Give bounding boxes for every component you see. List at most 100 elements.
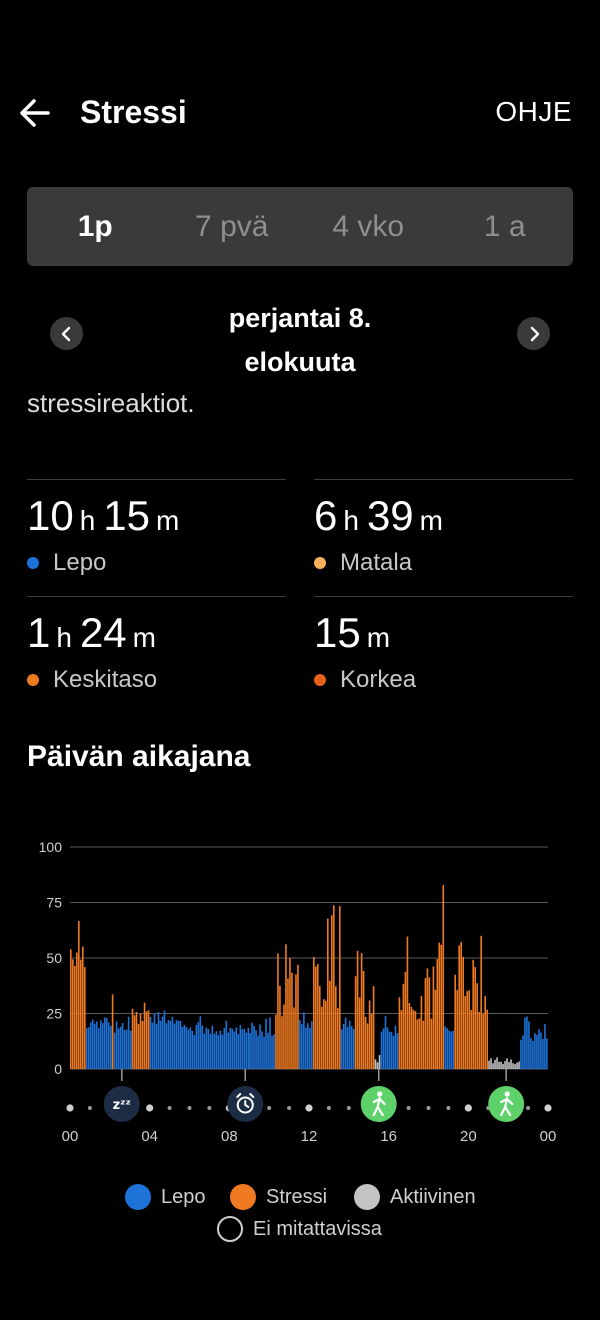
stat-label: Lepo	[53, 549, 107, 576]
bar	[364, 1016, 367, 1069]
clock-face	[236, 1096, 254, 1114]
bar	[540, 1032, 542, 1069]
date-line-2: elokuuta	[244, 347, 356, 377]
bar	[205, 1027, 208, 1069]
tab-4-weeks[interactable]: 4 vko	[332, 209, 405, 243]
bar	[189, 1027, 192, 1069]
bar	[374, 1059, 377, 1069]
divider	[314, 479, 573, 480]
bar	[243, 1028, 246, 1069]
bar	[486, 1009, 488, 1069]
bar	[538, 1029, 540, 1069]
bar	[149, 1017, 152, 1069]
y-tick-label: 75	[46, 895, 62, 911]
bar	[536, 1034, 538, 1069]
bar	[291, 972, 293, 1069]
stress-timeline-chart: 100 75 50 25 0 00 04 08 12 16 20 00 zᶻᶻ	[39, 839, 557, 1145]
previous-day-button[interactable]	[50, 317, 83, 350]
high-dot	[314, 674, 326, 686]
hour-dot	[146, 1104, 154, 1112]
bar	[384, 1015, 387, 1069]
walking-icon	[360, 1069, 397, 1122]
bar	[326, 918, 329, 1069]
chevron-left-icon	[61, 326, 70, 341]
bar	[422, 1020, 425, 1069]
bar	[440, 944, 443, 1069]
bar	[181, 1027, 184, 1069]
bar	[314, 966, 317, 1069]
bar	[115, 1021, 118, 1069]
hour-dot	[167, 1106, 172, 1110]
bar	[147, 1010, 150, 1069]
hour-dot	[87, 1106, 92, 1110]
bar	[520, 1039, 522, 1069]
tab-1-day[interactable]: 1p	[77, 209, 113, 243]
bar	[123, 1029, 126, 1069]
back-button[interactable]	[18, 96, 52, 130]
x-tick-label: 16	[380, 1128, 397, 1145]
bar	[74, 965, 76, 1069]
bar	[193, 1035, 196, 1069]
bar	[129, 1030, 132, 1069]
tab-1-year[interactable]: 1 a	[483, 209, 526, 243]
bar	[382, 1028, 385, 1069]
bar	[526, 1016, 528, 1069]
bar	[87, 1027, 90, 1069]
bar	[277, 953, 279, 1069]
bar	[404, 971, 407, 1069]
help-button[interactable]: OHJE	[495, 96, 572, 127]
bar	[159, 1020, 162, 1069]
bar	[183, 1024, 186, 1069]
bar	[207, 1029, 210, 1069]
bar	[301, 1024, 303, 1069]
bar	[358, 997, 361, 1069]
bar	[311, 1021, 313, 1069]
bar	[151, 1022, 154, 1069]
bar	[514, 1064, 516, 1069]
bar	[356, 950, 359, 1069]
bar	[221, 1034, 224, 1069]
bar	[185, 1026, 188, 1069]
bar	[500, 1061, 502, 1069]
stat-high: 15 m Korkea	[314, 609, 574, 694]
bar	[215, 1031, 218, 1069]
bar	[153, 1013, 156, 1069]
bar	[299, 1019, 301, 1069]
next-day-button[interactable]	[517, 317, 550, 350]
bar	[344, 1017, 347, 1069]
bar	[328, 980, 331, 1069]
hour-dot	[187, 1106, 192, 1110]
x-tick-label: 08	[221, 1128, 238, 1145]
bar	[506, 1058, 508, 1069]
bar	[245, 1032, 248, 1069]
bar	[370, 1013, 373, 1069]
bar	[362, 970, 365, 1069]
bar	[143, 1002, 146, 1069]
bar	[157, 1011, 160, 1069]
bar	[342, 1023, 345, 1069]
bar	[179, 1021, 182, 1069]
bar	[434, 989, 437, 1069]
bar	[436, 959, 439, 1069]
bar	[456, 990, 458, 1069]
bar	[307, 1023, 309, 1069]
bar	[213, 1033, 216, 1069]
hour-dot	[464, 1104, 472, 1112]
bar	[265, 1018, 267, 1069]
bar	[211, 1025, 214, 1069]
sleep-icon: zᶻᶻ	[103, 1069, 140, 1122]
bar	[169, 1020, 172, 1069]
bar	[478, 1011, 480, 1069]
bar	[139, 1013, 142, 1069]
tab-7-days[interactable]: 7 pvä	[195, 209, 269, 243]
bar	[424, 978, 427, 1069]
bar	[269, 1017, 271, 1069]
bar	[338, 906, 341, 1069]
bar	[227, 1032, 230, 1069]
bar	[82, 946, 84, 1069]
bar	[468, 990, 470, 1069]
bar	[247, 1027, 250, 1069]
stat-hours: 10	[27, 492, 74, 539]
bar	[330, 915, 333, 1069]
bar	[396, 1033, 399, 1069]
